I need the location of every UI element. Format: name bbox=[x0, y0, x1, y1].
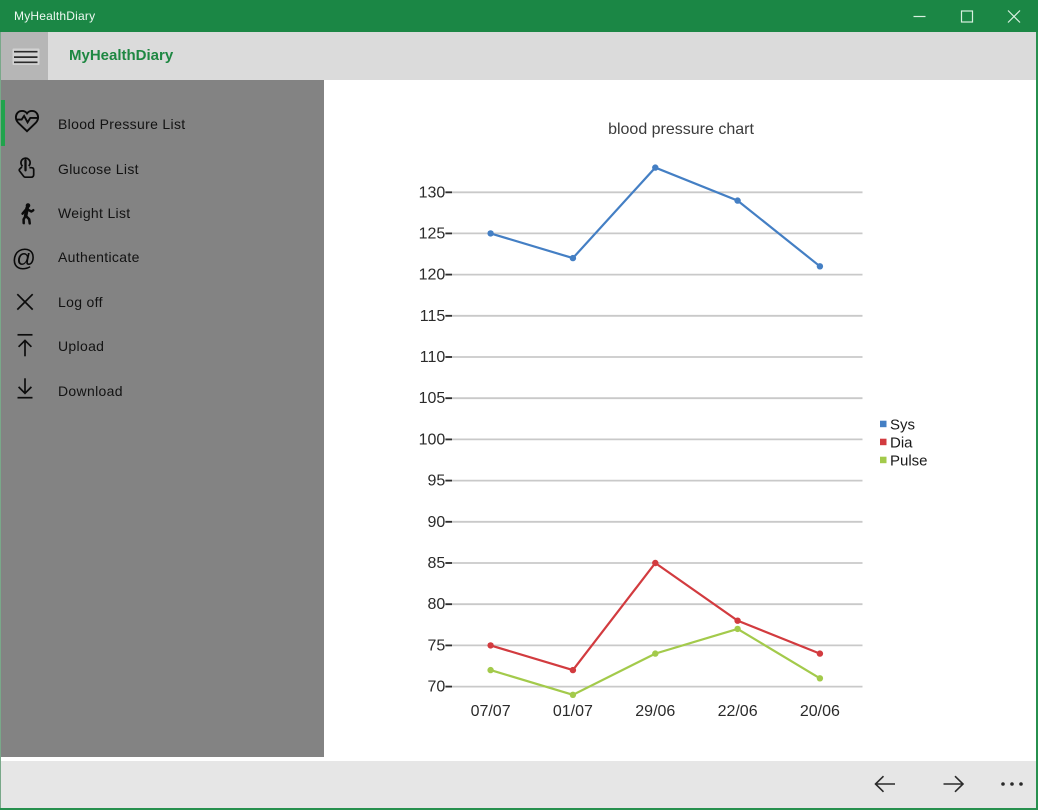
svg-text:120: 120 bbox=[419, 267, 446, 284]
svg-text:90: 90 bbox=[428, 514, 446, 531]
svg-text:100: 100 bbox=[419, 431, 446, 448]
svg-text:85: 85 bbox=[428, 555, 446, 572]
svg-text:95: 95 bbox=[428, 473, 446, 490]
svg-text:01/07: 01/07 bbox=[553, 703, 593, 720]
svg-text:blood pressure chart: blood pressure chart bbox=[608, 121, 754, 138]
svg-text:Dia: Dia bbox=[890, 435, 913, 452]
svg-text:110: 110 bbox=[420, 349, 446, 366]
svg-text:105: 105 bbox=[419, 390, 446, 407]
svg-text:@: @ bbox=[12, 245, 36, 272]
svg-text:75: 75 bbox=[428, 637, 446, 654]
svg-text:125: 125 bbox=[419, 225, 446, 242]
svg-text:Sys: Sys bbox=[890, 417, 915, 434]
svg-text:07/07: 07/07 bbox=[471, 703, 511, 720]
svg-text:70: 70 bbox=[428, 679, 446, 696]
svg-text:130: 130 bbox=[419, 184, 446, 201]
svg-text:Pulse: Pulse bbox=[890, 453, 928, 470]
svg-text:29/06: 29/06 bbox=[635, 703, 675, 720]
svg-text:22/06: 22/06 bbox=[718, 703, 758, 720]
svg-text:20/06: 20/06 bbox=[800, 703, 840, 720]
svg-text:115: 115 bbox=[420, 308, 446, 325]
svg-text:80: 80 bbox=[428, 596, 446, 613]
